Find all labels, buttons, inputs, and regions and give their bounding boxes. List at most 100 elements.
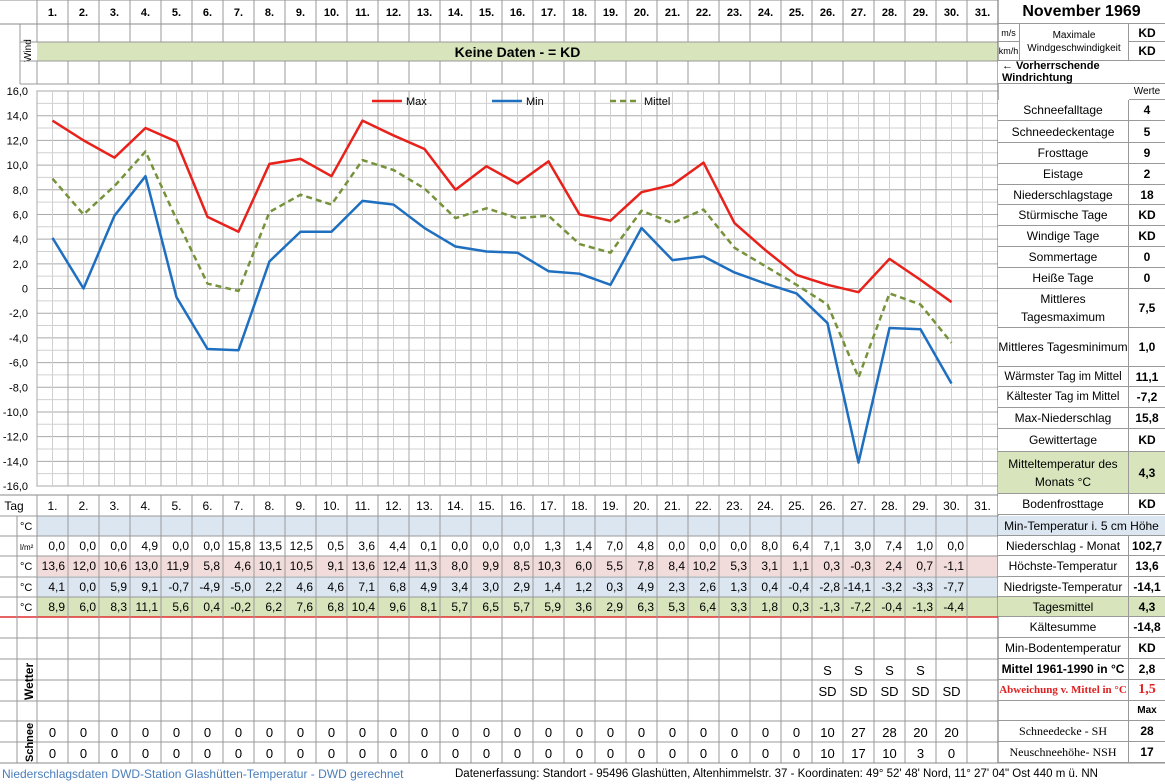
table-cell: 13,6 bbox=[352, 559, 376, 573]
table-cell: 8,0 bbox=[761, 539, 778, 553]
day-header: 11. bbox=[355, 499, 371, 513]
snow-depth: 20 bbox=[944, 725, 958, 740]
stat-value: 18 bbox=[1129, 185, 1165, 205]
max-wind-label: Maximale Windgeschwindigkeit bbox=[1020, 24, 1129, 61]
day-header: 28. bbox=[882, 7, 897, 19]
stat-value: 15,8 bbox=[1129, 408, 1165, 429]
snow-depth: 0 bbox=[638, 725, 645, 740]
day-header: 26. bbox=[820, 7, 835, 19]
table-cell: 8,5 bbox=[513, 559, 530, 573]
table-cell: -0,4 bbox=[881, 600, 902, 614]
table-cell: 10,1 bbox=[259, 559, 283, 573]
new-snow-depth: 0 bbox=[359, 746, 366, 761]
day-header: 25. bbox=[789, 7, 804, 19]
y-tick-label: 16,0 bbox=[7, 86, 28, 98]
y-tick-label: 0 bbox=[22, 284, 28, 296]
table-cell: 4,6 bbox=[296, 580, 313, 594]
row-label: Tagesmittel bbox=[998, 597, 1129, 617]
day-header: 28. bbox=[881, 499, 898, 513]
table-cell: 4,8 bbox=[637, 539, 654, 553]
table-cell: -3,2 bbox=[881, 580, 902, 594]
month-title: November 1969 bbox=[998, 0, 1165, 24]
stat-label: Heiße Tage bbox=[998, 268, 1129, 289]
legend-label: Mittel bbox=[644, 96, 670, 108]
table-cell: 0,0 bbox=[203, 539, 220, 553]
y-tick-label: -12,0 bbox=[3, 432, 28, 444]
day-header: 18. bbox=[572, 7, 587, 19]
day-header: 1. bbox=[48, 7, 57, 19]
weather-code: S bbox=[823, 663, 832, 678]
table-cell: 5,3 bbox=[668, 600, 685, 614]
table-cell: 3,0 bbox=[854, 539, 871, 553]
stat-label: Niederschlagstage bbox=[998, 185, 1129, 205]
day-header: 12. bbox=[385, 499, 402, 513]
new-snow-depth: 10 bbox=[882, 746, 896, 761]
table-cell: 9,1 bbox=[327, 559, 344, 573]
day-header: 30. bbox=[943, 499, 960, 513]
day-header: 5. bbox=[172, 7, 181, 19]
table-cell: 0,0 bbox=[668, 539, 685, 553]
snow-depth: 0 bbox=[700, 725, 707, 740]
day-header: 26. bbox=[819, 499, 836, 513]
table-cell: 4,4 bbox=[389, 539, 406, 553]
table-cell: 6,0 bbox=[575, 559, 592, 573]
table-cell: 0,0 bbox=[48, 539, 65, 553]
stat-value: 2 bbox=[1129, 164, 1165, 185]
weather-code: SD bbox=[849, 684, 867, 699]
stat-value: 0 bbox=[1129, 247, 1165, 268]
weather-code: SD bbox=[818, 684, 836, 699]
table-cell: -0,7 bbox=[168, 580, 189, 594]
y-tick-label: 6,0 bbox=[13, 209, 28, 221]
table-cell: 5,7 bbox=[513, 600, 530, 614]
stat-label: Gewittertage bbox=[998, 429, 1129, 452]
day-header: 12. bbox=[386, 7, 401, 19]
day-header: 14. bbox=[447, 499, 464, 513]
table-cell: -5,0 bbox=[230, 580, 251, 594]
new-snow-depth: 0 bbox=[173, 746, 180, 761]
table-cell: 8,3 bbox=[110, 600, 127, 614]
table-cell: 5,8 bbox=[203, 559, 220, 573]
table-cell: 7,6 bbox=[296, 600, 313, 614]
row-value: 102,7 bbox=[1129, 536, 1165, 556]
unit-label: l/m² bbox=[20, 543, 34, 552]
snow-depth: 0 bbox=[204, 725, 211, 740]
table-cell: 0,4 bbox=[761, 580, 778, 594]
stat-value: -7,2 bbox=[1129, 387, 1165, 408]
table-cell: 0,0 bbox=[730, 539, 747, 553]
table-cell: 1,3 bbox=[730, 580, 747, 594]
new-snow-depth: 0 bbox=[607, 746, 614, 761]
table-cell: 3,0 bbox=[482, 580, 499, 594]
max-wind-kmh: KD bbox=[1129, 42, 1165, 61]
new-snow-depth: 0 bbox=[142, 746, 149, 761]
snow-depth: 0 bbox=[266, 725, 273, 740]
table-cell: 8,9 bbox=[48, 600, 65, 614]
schnee-label: Schnee bbox=[24, 723, 36, 762]
snow-depth: 20 bbox=[913, 725, 927, 740]
new-snow-depth: 0 bbox=[390, 746, 397, 761]
new-snow-depth: 0 bbox=[793, 746, 800, 761]
table-cell: -0,4 bbox=[788, 580, 809, 594]
day-header: 3. bbox=[110, 7, 119, 19]
table-cell: 9,9 bbox=[482, 559, 499, 573]
row-value: 13,6 bbox=[1129, 556, 1165, 577]
wind-direction-label: ← Vorherrschende Windrichtung bbox=[998, 60, 1165, 84]
table-cell: 7,0 bbox=[606, 539, 623, 553]
y-tick-label: 10,0 bbox=[7, 160, 28, 172]
snow-depth: 0 bbox=[111, 725, 118, 740]
table-cell: 10,5 bbox=[290, 559, 314, 573]
table-cell: 12,4 bbox=[383, 559, 407, 573]
table-cell: -7,7 bbox=[943, 580, 964, 594]
table-cell: -14,1 bbox=[844, 580, 872, 594]
weather-code: SD bbox=[942, 684, 960, 699]
table-cell: 5,9 bbox=[544, 600, 561, 614]
day-header: 19. bbox=[603, 7, 618, 19]
new-snow-depth: 3 bbox=[917, 746, 924, 761]
table-cell: 8,0 bbox=[451, 559, 468, 573]
table-cell: 0,7 bbox=[916, 559, 933, 573]
stat-value: 4 bbox=[1129, 100, 1165, 121]
day-header: 3. bbox=[109, 499, 119, 513]
day-header: 2. bbox=[79, 7, 88, 19]
day-header: 17. bbox=[540, 499, 557, 513]
snow-depth: 0 bbox=[49, 725, 56, 740]
stat-value: 7,5 bbox=[1129, 289, 1165, 328]
